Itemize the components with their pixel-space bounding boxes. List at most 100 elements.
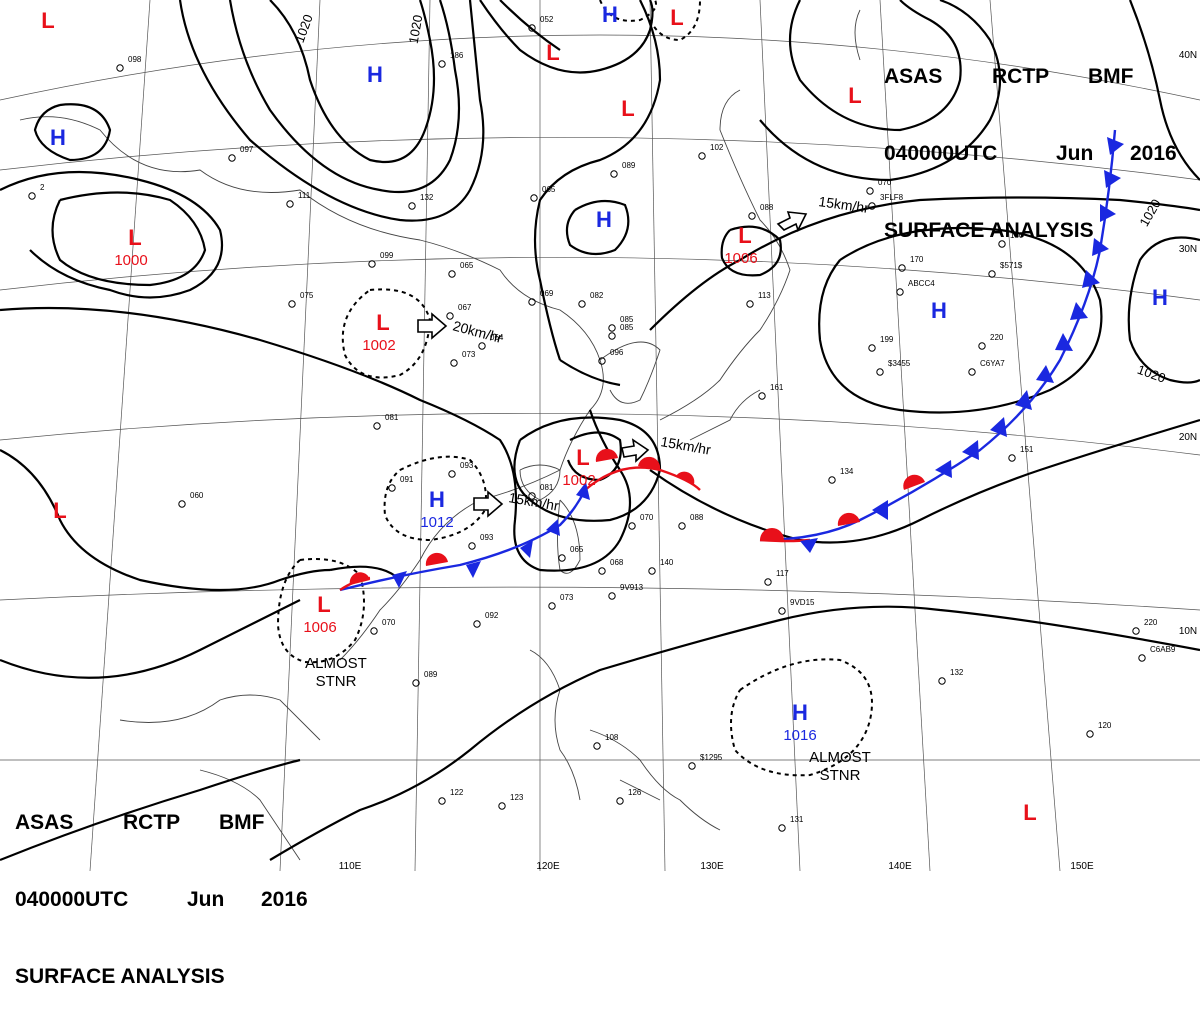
station-value: 126	[628, 788, 642, 797]
station-value: 134	[840, 467, 854, 476]
high-pressure-center: H	[602, 2, 618, 27]
header-time: 040000UTC	[15, 888, 129, 911]
station-circle	[778, 824, 786, 832]
header-month: Jun	[187, 888, 225, 911]
header-year: 2016	[1130, 142, 1177, 165]
station-circle	[473, 620, 481, 628]
header-station: RCTP	[123, 811, 181, 834]
station-value: 064	[490, 333, 504, 342]
station-value: 102	[710, 143, 724, 152]
cold-front-barbs	[392, 137, 1124, 588]
header-product: SURFACE ANALYSIS	[884, 219, 1094, 242]
station-circle	[610, 170, 618, 178]
coastlines	[19, 9, 861, 861]
station-value: 089	[622, 161, 636, 170]
pressure-centers: L H H L 1000 L 1002 L 1002 H 1012 L 1006 H L L L L 1006 H H L…	[41, 2, 1168, 825]
station-circle	[593, 742, 601, 750]
station-circle	[896, 288, 904, 296]
motion-arrows	[417, 211, 808, 518]
station-circle	[408, 202, 416, 210]
station-circle	[438, 60, 446, 68]
latitude-label: 10N	[1179, 626, 1197, 637]
station-circle	[746, 300, 754, 308]
pressure-center-value: 1006	[724, 250, 757, 267]
pressure-center-value: 1012	[420, 514, 453, 531]
low-pressure-center: L	[1023, 800, 1036, 825]
high-pressure-center: H	[50, 125, 66, 150]
station-circle	[578, 300, 586, 308]
cold-front-line	[339, 489, 587, 592]
high-pressure-center: H	[367, 62, 383, 87]
annotation-text: STNR	[820, 767, 861, 784]
station-value: ABCC4	[908, 279, 935, 288]
low-pressure-center: L	[621, 96, 634, 121]
station-circle	[868, 202, 876, 210]
longitude-label: 150E	[1070, 861, 1094, 871]
longitude-label: 140E	[888, 861, 912, 871]
header-time: 040000UTC	[884, 142, 998, 165]
station-value: 065	[542, 185, 556, 194]
station-value: 096	[610, 348, 624, 357]
station-circle	[1086, 730, 1094, 738]
station-value: 085	[620, 315, 634, 324]
station-value: 067	[458, 303, 472, 312]
station-circle	[764, 578, 772, 586]
isobar-label: 1020	[292, 12, 316, 44]
high-pressure-center: H	[792, 700, 808, 725]
station-circle	[448, 270, 456, 278]
station-plots	[28, 24, 1146, 832]
station-value: 088	[690, 513, 704, 522]
station-circle	[866, 187, 874, 195]
station-circle	[370, 627, 378, 635]
station-circle	[368, 260, 376, 268]
station-value: 117	[776, 569, 789, 578]
station-circle	[548, 602, 556, 610]
isobar-label: 1020	[406, 14, 426, 45]
station-value: C6AB9	[1150, 645, 1176, 654]
latitude-label: 40N	[1179, 50, 1197, 61]
station-value: 131	[790, 815, 804, 824]
header-product: SURFACE ANALYSIS	[15, 965, 225, 988]
annotation-text: ALMOST	[305, 655, 367, 672]
longitude-label: 120E	[536, 861, 560, 871]
station-circle	[412, 679, 420, 687]
station-circle	[968, 368, 976, 376]
station-circle	[478, 342, 486, 350]
station-value: 122	[450, 788, 464, 797]
high-pressure-center: H	[596, 207, 612, 232]
longitude-label: 130E	[700, 861, 724, 871]
low-pressure-center: L	[576, 445, 589, 470]
motion-arrow	[776, 211, 808, 233]
latitude-label: 30N	[1179, 244, 1197, 255]
station-circle	[978, 342, 986, 350]
station-value: 9VD15	[790, 598, 815, 607]
pressure-center-value: 1006	[303, 619, 336, 636]
station-value: 089	[424, 670, 438, 679]
station-circle	[528, 298, 536, 306]
station-circle	[373, 422, 381, 430]
station-circle	[828, 476, 836, 484]
motion-vector-label: 20km/hr	[451, 317, 504, 346]
station-circle	[446, 312, 454, 320]
station-circle	[608, 324, 616, 332]
high-pressure-center: H	[429, 487, 445, 512]
station-circle	[678, 522, 686, 530]
station-value: 082	[590, 291, 604, 300]
pressure-center-value: 1000	[114, 252, 147, 269]
station-value: 132	[420, 193, 434, 202]
dashed-isobars	[276, 0, 873, 777]
low-pressure-center: L	[128, 225, 141, 250]
station-circle	[628, 522, 636, 530]
low-pressure-center: L	[317, 592, 330, 617]
station-value: 070	[640, 513, 654, 522]
station-circle	[438, 797, 446, 805]
station-circle	[778, 607, 786, 615]
station-value: 151	[1020, 445, 1034, 454]
station-circle	[286, 200, 294, 208]
station-value: 170	[910, 255, 924, 264]
pressure-center-value: 1016	[783, 727, 816, 744]
low-pressure-center: L	[546, 40, 559, 65]
latitude-label: 20N	[1179, 432, 1197, 443]
header-agency: ASAS	[15, 811, 74, 834]
station-circle	[998, 240, 1006, 248]
